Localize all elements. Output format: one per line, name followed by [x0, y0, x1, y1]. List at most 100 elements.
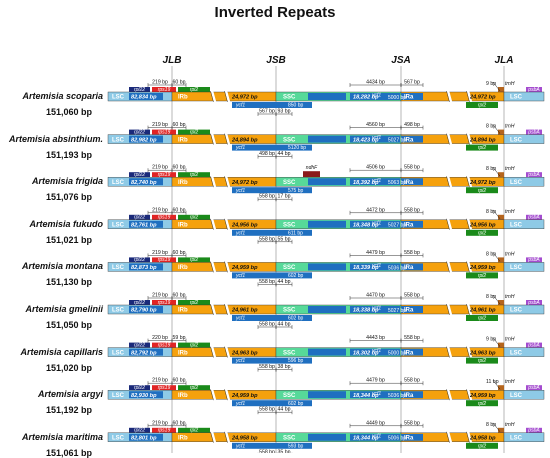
trnh-gene [498, 129, 504, 135]
ndhf-gene [303, 171, 320, 178]
ycf1-gene-ira [350, 93, 400, 100]
jsb-dim-left-label: 558 bp [259, 194, 275, 200]
ycf1-label-ira: ycf1 [371, 348, 381, 354]
ycf1-label-ssc: ycf1 [235, 188, 245, 194]
jlb-dim-right-label: 60 bp [173, 420, 186, 426]
trnh-label: trnH [505, 81, 515, 87]
ira-length: 24,972 bp [469, 95, 496, 101]
ycf1-ssc-segment [308, 348, 346, 356]
break-mark-edge [466, 303, 470, 316]
ycf1-gene-ssc [232, 144, 312, 151]
rpl2-gene-a [466, 315, 498, 321]
rps19-label: rps19 [158, 257, 171, 263]
break-mark-edge [466, 90, 470, 103]
lsc-region-end [503, 219, 545, 230]
rpl22-label: rpl22 [134, 215, 145, 221]
ssc-length: 18,339 bp [353, 265, 379, 271]
ycf1-label-ssc: ycf1 [235, 230, 245, 236]
ycf1-gene-ssc [232, 357, 312, 364]
jsa-dim-right-label: 558 bp [404, 250, 420, 256]
rps19-label: rps19 [158, 87, 171, 93]
rpl2-label-a: rpl2 [478, 316, 487, 322]
lsc-label: LSC [112, 350, 125, 356]
rpl2-label-a: rpl2 [478, 443, 487, 449]
break-mark [224, 346, 231, 358]
junction-label-jsa: JSA [391, 55, 411, 66]
break-mark-edge [210, 133, 214, 145]
rpl2-gene-a [466, 144, 498, 151]
lsc-region-end [503, 390, 545, 400]
rpl2-gene-b [178, 87, 210, 92]
figure-title: Inverted Repeats [214, 4, 336, 21]
lsc-region-end [503, 91, 545, 102]
psba-gene [526, 129, 542, 135]
ycf1-gene-ssc [232, 187, 312, 194]
break-mark [446, 90, 453, 103]
lsc-label: LSC [112, 393, 125, 399]
jsa-dim-right-label: 498 bp [404, 122, 420, 128]
irb-length: 24,958 bp [231, 436, 258, 442]
break-mark-edge [210, 90, 214, 103]
genome-size: 151,060 bp [45, 107, 92, 117]
ycf1-gene-ssc [232, 315, 312, 321]
ycf1-gene-ira-ext [401, 93, 423, 100]
irb-length: 24,959 bp [231, 265, 258, 271]
ycf1-ssc-segment [308, 93, 346, 100]
ycf1-gene-ira [350, 391, 400, 399]
break-mark [466, 218, 473, 231]
lsc-label-end: LSC [510, 137, 523, 143]
jla-pointer [492, 337, 501, 347]
rpl22-label: rpl22 [134, 300, 145, 306]
species-name: Artemisia capillaris [20, 346, 103, 357]
break-mark [210, 218, 217, 231]
psba-gene [526, 342, 542, 348]
break-mark [446, 175, 453, 188]
ssc-length: 18,423 bp [353, 137, 379, 143]
ycf1-ira-length: 5027 bp [388, 138, 406, 144]
rps19-label: rps19 [158, 172, 171, 178]
ssc-label: SSC [283, 308, 296, 314]
break-mark-edge [224, 90, 228, 103]
rpl22-label: rpl22 [134, 129, 145, 135]
rps19-label: rps19 [158, 385, 171, 391]
jla-dim-label: 9 bp [486, 81, 496, 87]
species-name: Artemisia scoparia [22, 91, 103, 101]
lsc-label: LSC [112, 265, 125, 271]
jsa-dim-right-label: 558 bp [404, 335, 420, 341]
break-mark-edge [224, 218, 228, 230]
rpl2-gene-a [466, 102, 498, 108]
rpl2-label-a: rpl2 [478, 358, 487, 364]
jsb-dim-right-label: 93 bp [278, 109, 291, 115]
jla-dim-label: 8 bp [486, 294, 496, 300]
jsb-dim-right-label: 44 bp [278, 151, 291, 157]
ycf1-label-ira: ycf1 [371, 391, 381, 397]
ira-length: 24,958 bp [469, 436, 496, 442]
ycf1-ssc-segment [308, 220, 346, 228]
rpl2-label-a: rpl2 [478, 188, 487, 194]
break-mark-edge [224, 346, 228, 358]
jsb-dim-left-label: 558 bp [259, 236, 275, 242]
jsa-dim-left-label: 4443 bp [366, 335, 385, 341]
ycf1-gene-ira [350, 348, 400, 356]
lsc-region-end [503, 176, 545, 187]
species-row: 219 bp 60 bp 4479 bp 558 bp 8 bp rpl22 rps19 rp… [107, 250, 545, 287]
break-mark [466, 175, 473, 188]
ycf1-ssc-length: 611 bp [288, 230, 303, 236]
psba-label: psbA [527, 428, 540, 434]
break-mark [224, 303, 231, 316]
ssc-length: 18,338 bp [353, 308, 379, 314]
genome-size: 151,192 bp [45, 405, 92, 416]
jsb-dim-right-label: 17 bp [278, 194, 291, 200]
ycf1-label-ssc: ycf1 [235, 103, 245, 109]
jlb-dim-left-label: 220 bp [152, 335, 168, 341]
rps19-label: rps19 [158, 129, 171, 135]
psba-gene [526, 87, 542, 92]
jlb-dim-right-label: 60 bp [173, 165, 186, 171]
rpl22-label: rpl22 [134, 342, 145, 348]
lsc-length: 82,792 bp [131, 350, 157, 356]
break-mark-edge [210, 218, 214, 230]
jlb-dim-left-label: 219 bp [152, 420, 168, 426]
ssc-label: SSC [283, 137, 296, 143]
lsc-length: 82,761 bp [131, 223, 157, 229]
trnh-label: trnH [505, 337, 515, 343]
